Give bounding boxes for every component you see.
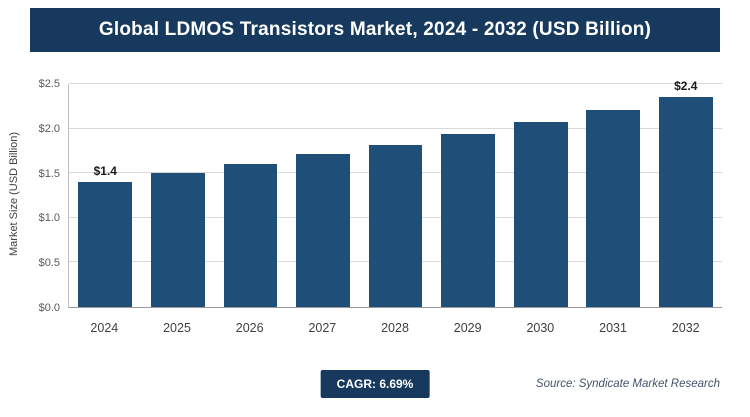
x-axis-label: 2027 <box>308 321 337 335</box>
chart-title-banner: Global LDMOS Transistors Market, 2024 - … <box>30 8 720 52</box>
bar <box>441 133 495 307</box>
x-axis-label: 2028 <box>381 321 409 335</box>
bar-value-label: $1.4 <box>93 164 117 179</box>
y-tick-label: $2.0 <box>38 122 60 135</box>
bar-slot <box>359 84 432 307</box>
gridline <box>69 83 722 84</box>
bar: $1.4 <box>78 164 133 307</box>
x-axis-label: 2030 <box>526 321 555 335</box>
gridline <box>69 127 722 129</box>
y-tick-label: $0.5 <box>38 257 60 270</box>
bar-slot <box>287 84 360 307</box>
y-tick-labels: $0.0 $0.5 $1.0 $1.5 $2.0 $2.5 <box>22 78 66 314</box>
source-attribution: Source: Syndicate Market Research <box>535 378 720 390</box>
bar: $2.4 <box>658 79 713 307</box>
x-axis-label: 2032 <box>671 321 700 335</box>
bar <box>151 173 205 307</box>
cagr-badge: CAGR: 6.69% <box>320 370 430 398</box>
bars-row: $1.4 $2.4 <box>69 79 723 307</box>
bar-slot: $2.4 <box>650 79 723 307</box>
y-tick-label: $0.0 <box>38 302 60 314</box>
bar-slot <box>504 84 577 307</box>
y-tick-label: $2.5 <box>38 78 60 90</box>
x-axis-label: 2029 <box>453 321 482 335</box>
chart-title: Global LDMOS Transistors Market, 2024 - … <box>98 19 652 40</box>
bar <box>513 122 568 307</box>
y-tick-label: $1.5 <box>38 167 60 180</box>
bar-slot <box>214 84 287 307</box>
y-tick-label: $1.0 <box>38 212 60 225</box>
bar <box>368 144 423 307</box>
bar <box>586 109 641 307</box>
bar <box>296 154 350 307</box>
bar-value-label: $2.4 <box>674 78 698 93</box>
bar-chart: Market Size (USD Billion) $0.0 $0.5 $1.0 $1… <box>0 62 750 350</box>
x-axis-label: 2031 <box>599 321 627 335</box>
x-axis-label: 2024 <box>90 321 119 335</box>
bar-slot <box>142 84 215 307</box>
bar-slot <box>432 84 505 307</box>
x-axis-label: 2026 <box>235 321 264 335</box>
y-axis-title: Market Size (USD Billion) <box>8 131 20 257</box>
bar-slot: $1.4 <box>69 84 142 307</box>
x-axis-labels: 2024 2025 2026 2027 2028 2029 2030 2031 2032 <box>68 318 722 338</box>
plot-area: $1.4 $2.4 <box>68 79 723 308</box>
bar <box>223 164 278 307</box>
bar-slot <box>577 84 650 307</box>
x-axis-label: 2025 <box>163 321 191 335</box>
